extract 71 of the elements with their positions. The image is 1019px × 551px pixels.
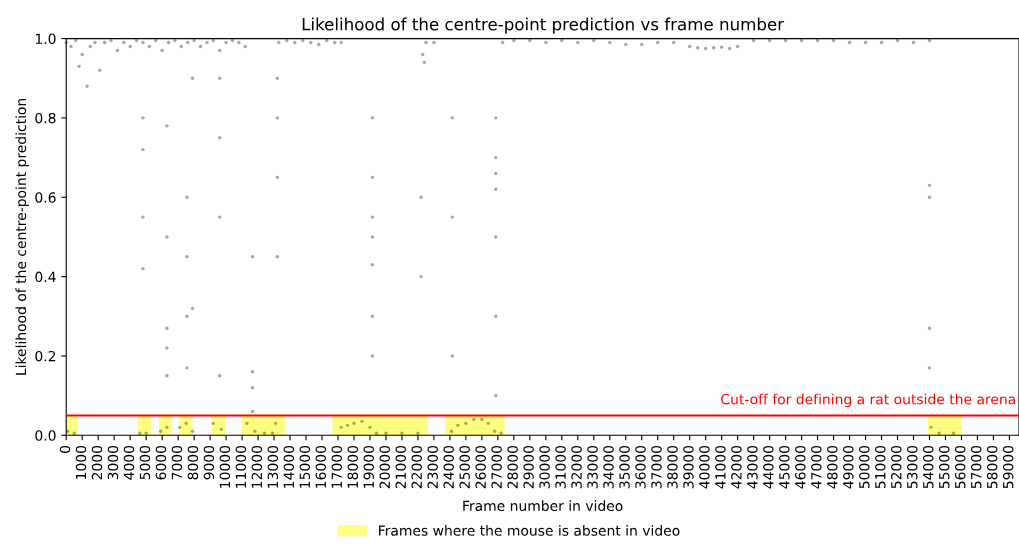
x-tick-label: 51000 — [875, 445, 886, 489]
x-tick-label: 0 — [59, 445, 71, 453]
y-tick-label: 0.2 — [35, 350, 56, 362]
x-tick-label: 13000 — [267, 445, 279, 488]
x-tick-label: 41000 — [715, 445, 726, 489]
x-tick-label: 23000 — [427, 445, 438, 489]
x-tick-label: 31000 — [555, 445, 566, 489]
x-tick-label: 6000 — [155, 445, 167, 480]
x-tick-label: 32000 — [571, 445, 582, 489]
x-tick-label: 48000 — [827, 445, 838, 489]
x-tick-label: 55000 — [938, 445, 950, 489]
x-tick-label: 24000 — [443, 445, 454, 489]
x-tick-label: 33000 — [587, 445, 598, 489]
x-tick-label: 15000 — [299, 445, 311, 488]
x-tick-label: 28000 — [507, 445, 518, 489]
x-tick-label: 36000 — [635, 445, 646, 489]
x-tick-label: 1000 — [75, 445, 87, 479]
x-tick-label: 59000 — [1002, 445, 1014, 489]
x-tick-label: 38000 — [667, 445, 678, 489]
x-tick-label: 9000 — [203, 445, 215, 480]
x-tick-label: 58000 — [986, 445, 998, 489]
legend-label: Frames where the mouse is absent in video — [379, 525, 680, 536]
x-tick-label: 29000 — [523, 445, 534, 489]
ref-line-label: Cut-off for defining a rat outside the arena — [721, 393, 1015, 408]
x-tick-label: 19000 — [363, 445, 374, 488]
y-tick-label: 0.6 — [35, 192, 56, 203]
y-tick-label: 0.8 — [35, 112, 56, 124]
x-tick-label: 18000 — [347, 445, 359, 488]
x-tick-label: 35000 — [619, 445, 630, 489]
x-tick-label: 17000 — [331, 445, 343, 488]
x-tick-label: 4000 — [123, 445, 135, 480]
x-tick-label: 12000 — [251, 445, 263, 488]
x-tick-label: 16000 — [315, 445, 327, 488]
x-tick-label: 34000 — [603, 445, 614, 489]
x-tick-label: 2000 — [91, 445, 103, 480]
x-tick-label: 43000 — [747, 445, 758, 489]
x-tick-label: 20000 — [379, 445, 390, 489]
x-tick-label: 25000 — [459, 445, 470, 489]
y-tick-label: 0.4 — [35, 271, 56, 283]
x-tick-label: 5000 — [139, 445, 151, 480]
x-tick-label: 26000 — [475, 445, 486, 489]
x-tick-label: 21000 — [395, 445, 406, 489]
x-tick-label: 37000 — [651, 445, 662, 489]
x-tick-label: 14000 — [283, 445, 295, 488]
x-tick-label: 8000 — [187, 445, 199, 480]
x-tick-label: 49000 — [843, 445, 854, 489]
x-tick-label: 47000 — [811, 445, 822, 489]
x-tick-label: 30000 — [539, 445, 550, 489]
x-tick-label: 40000 — [699, 445, 710, 489]
x-tick-label: 50000 — [859, 445, 870, 489]
x-tick-label: 46000 — [795, 445, 806, 489]
x-tick-label: 56000 — [954, 445, 966, 489]
x-tick-label: 45000 — [779, 445, 790, 489]
x-tick-label: 42000 — [731, 445, 742, 489]
x-tick-label: 10000 — [219, 445, 231, 488]
y-tick-label: 0.0 — [35, 430, 56, 441]
x-tick-label: 3000 — [107, 445, 119, 480]
y-axis-title: Likelihood of the centre-point prediction — [15, 98, 29, 375]
x-tick-label: 54000 — [923, 445, 934, 489]
x-tick-label: 27000 — [491, 445, 502, 489]
x-tick-label: 7000 — [171, 445, 183, 480]
x-axis-title: Frame number in video — [463, 500, 623, 512]
x-tick-label: 57000 — [970, 445, 982, 489]
chart-title: Likelihood of the centre-point prediction vs frame number — [302, 17, 785, 34]
x-tick-label: 39000 — [683, 445, 694, 489]
x-tick-label: 53000 — [907, 445, 918, 489]
x-tick-label: 52000 — [891, 445, 902, 489]
x-tick-label: 22000 — [411, 445, 422, 489]
x-tick-label: 11000 — [235, 445, 247, 488]
y-tick-label: 1.0 — [35, 33, 56, 45]
x-tick-label: 44000 — [763, 445, 774, 489]
